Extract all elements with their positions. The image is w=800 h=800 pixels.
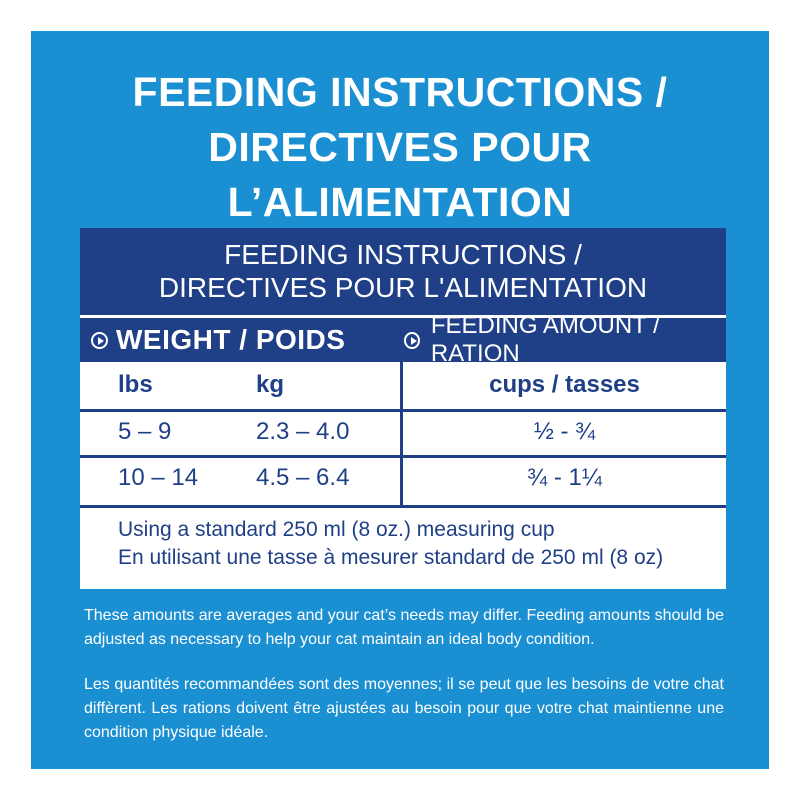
amount-heading: FEEDING AMOUNT / RATION xyxy=(404,312,726,367)
weight-label: WEIGHT / POIDS xyxy=(116,324,346,355)
title-line-3: L’ALIMENTATION xyxy=(227,179,573,225)
row-divider xyxy=(80,455,726,458)
column-divider xyxy=(400,362,403,508)
table-title-line-1: FEEDING INSTRUCTIONS / xyxy=(224,239,582,270)
table-sub-header: WEIGHT / POIDS FEEDING AMOUNT / RATION xyxy=(80,312,726,367)
play-circle-icon xyxy=(91,331,108,349)
measuring-note-french: En utilisant une tasse à mesurer standar… xyxy=(118,546,664,569)
row-kg: 4.5 – 6.4 xyxy=(256,464,350,491)
amount-label: FEEDING AMOUNT / RATION xyxy=(430,312,660,367)
french-disclaimer: Les quantités recommandées sont des moye… xyxy=(84,676,724,741)
column-header-lbs: lbs xyxy=(118,371,153,398)
row-cups: ½ - ¾ xyxy=(533,418,596,445)
title-line-2: DIRECTIVES POUR xyxy=(208,124,592,170)
table-title-line-2: DIRECTIVES POUR L'ALIMENTATION xyxy=(158,272,648,303)
play-circle-icon xyxy=(404,331,420,349)
row-cups: ¾ - 1¼ xyxy=(527,464,602,491)
feeding-table: FEEDING INSTRUCTIONS / DIRECTIVES POUR L… xyxy=(80,228,726,589)
row-divider xyxy=(80,505,726,508)
page-title: FEEDING INSTRUCTIONS / DIRECTIVES POUR L… xyxy=(31,65,769,230)
table-title: FEEDING INSTRUCTIONS / DIRECTIVES POUR L… xyxy=(80,228,726,315)
english-disclaimer: These amounts are averages and your cat’… xyxy=(84,607,724,648)
row-lbs: 10 – 14 xyxy=(118,464,199,491)
feeding-panel: FEEDING INSTRUCTIONS / DIRECTIVES POUR L… xyxy=(31,31,769,769)
column-header-cups: cups / tasses xyxy=(489,371,640,398)
measuring-note-english: Using a standard 250 ml (8 oz.) measurin… xyxy=(118,518,555,541)
title-line-1: FEEDING INSTRUCTIONS / xyxy=(132,69,668,115)
row-divider xyxy=(80,409,726,412)
header-divider xyxy=(80,315,726,318)
column-header-kg: kg xyxy=(256,371,285,398)
row-lbs: 5 – 9 xyxy=(118,418,172,445)
weight-heading: WEIGHT / POIDS xyxy=(91,318,345,362)
row-kg: 2.3 – 4.0 xyxy=(256,418,350,445)
